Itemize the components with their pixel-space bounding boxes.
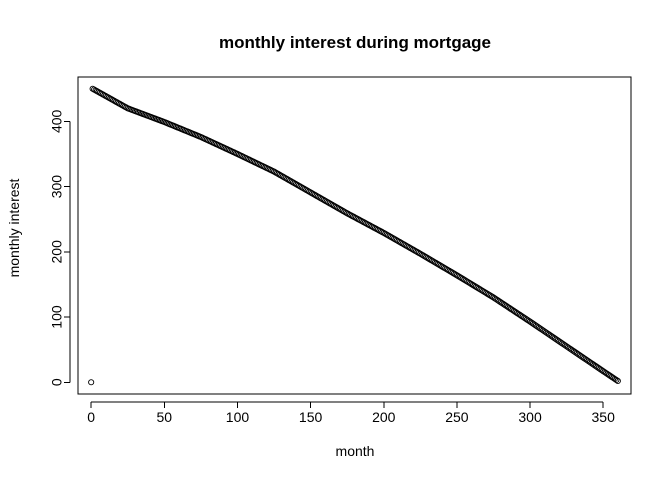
data-point [445,267,452,274]
plot-area-frame [77,76,632,395]
data-point [436,261,443,269]
data-point [614,377,621,385]
data-point [437,262,444,269]
data-point [613,376,620,384]
data-point [421,253,428,260]
data-points [88,85,621,386]
data-point [442,265,449,272]
x-tick-label: 0 [87,409,95,425]
y-tick-label: 100 [49,305,65,329]
data-point [424,255,431,262]
chart-title: monthly interest during mortgage [219,33,491,52]
data-point [443,266,450,273]
x-tick-label: 300 [518,409,542,425]
data-point [440,264,447,271]
x-tick-label: 50 [157,409,173,425]
data-point [439,263,446,270]
data-point [418,251,425,258]
data-point [423,254,430,261]
data-point [448,268,455,275]
y-tick-label: 200 [49,240,65,264]
data-point [426,255,433,262]
y-tick-label: 0 [49,378,65,386]
x-tick-label: 150 [299,409,323,425]
data-point [446,267,453,275]
data-point [88,379,95,386]
y-tick-label: 400 [49,109,65,133]
x-tick-label: 200 [372,409,396,425]
data-point [449,269,456,276]
data-point [417,250,424,257]
data-point [433,260,440,267]
x-axis-label: month [336,443,375,459]
x-tick-label: 250 [445,409,469,425]
y-axis: 0 100 200 300 400 [49,109,71,386]
data-point [427,256,434,263]
data-point [431,259,439,266]
data-point [450,270,458,277]
y-axis-label: monthly interest [6,178,22,277]
y-tick-label: 300 [49,175,65,199]
x-tick-label: 350 [592,409,616,425]
data-point [428,257,436,264]
data-point [430,258,437,265]
data-point [434,261,441,268]
x-axis: 0 50 100 150 200 250 300 350 [87,401,616,425]
x-tick-label: 100 [226,409,250,425]
data-point [420,252,427,259]
